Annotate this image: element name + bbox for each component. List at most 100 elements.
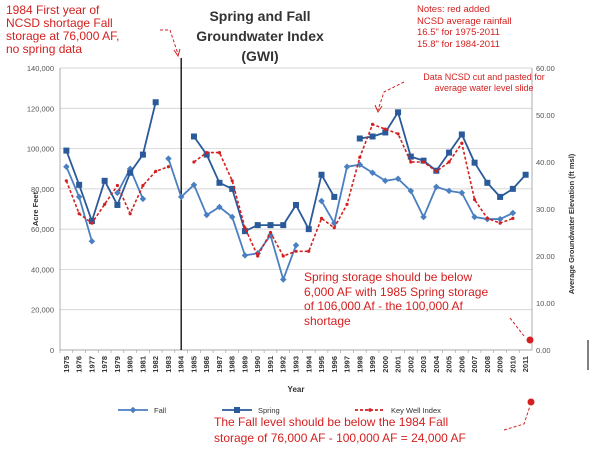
key-well-index-point (166, 165, 171, 169)
spring-target-point (526, 336, 534, 344)
spring-point (446, 149, 453, 156)
key-well-index-point (192, 160, 196, 164)
key-well-index-point (511, 216, 515, 220)
spring-point (305, 226, 312, 233)
x-tick-label: 2005 (445, 356, 454, 373)
spring-point (63, 147, 70, 154)
x-tick-label: 1978 (100, 356, 109, 373)
fall-note-line: The Fall level should be below the 1984 … (214, 415, 449, 429)
key-well-index-point (205, 151, 209, 155)
spring-point (471, 159, 478, 166)
fall-point (190, 181, 198, 189)
legend-label: Fall (154, 406, 166, 415)
spring-point (407, 153, 414, 160)
legend-marker (234, 407, 240, 413)
spring-point (139, 151, 146, 158)
x-tick-label: 2003 (419, 356, 428, 373)
legend-label: Key Well Index (391, 406, 441, 415)
spring-point (114, 201, 121, 208)
data-note-line: average water level slide (434, 83, 534, 93)
spring-point (331, 193, 338, 200)
x-tick-label: 1993 (292, 356, 301, 373)
x-tick-label: 1999 (368, 356, 377, 373)
fall-point (394, 175, 402, 183)
x-tick-label: 1998 (355, 356, 364, 373)
spring-note-line: of 106,000 Af - the 100,000 Af (304, 299, 463, 313)
spring-point (88, 218, 95, 225)
spring-point (127, 169, 134, 176)
key-well-index-point (332, 226, 336, 230)
key-well-index-point (358, 155, 362, 159)
key-well-index-point (409, 160, 413, 164)
fall-point (88, 237, 96, 245)
key-well-index-point (421, 160, 426, 164)
notes-annotation: Notes: red added NCSD average rainfall 1… (417, 4, 512, 50)
fall-annotation: The Fall level should be below the 1984 … (214, 414, 466, 446)
y2-axis-title: Average Groundwater Elevation (ft msl) (567, 153, 576, 294)
x-tick-label: 1980 (126, 356, 135, 373)
x-tick-label: 1982 (151, 356, 160, 373)
fall-point (471, 213, 478, 221)
x-tick-label: 2002 (406, 356, 415, 373)
legend-marker (368, 408, 372, 412)
fall-point (216, 203, 223, 211)
x-tick-label: 1991 (266, 356, 275, 373)
fall-point (509, 209, 517, 217)
annotation-1984-line: no spring data (6, 42, 83, 56)
key-well-index-point (243, 226, 247, 230)
x-tick-label: 2011 (521, 356, 530, 372)
x-tick-label: 2006 (457, 356, 466, 373)
y2-tick-label: 10.00 (536, 299, 555, 308)
arrowhead (374, 104, 383, 114)
key-well-index-point (370, 122, 375, 126)
x-tick-label: 1977 (87, 356, 96, 373)
x-tick-label: 1990 (253, 356, 262, 373)
legend-label: Spring (258, 406, 280, 415)
fall-point (279, 276, 287, 283)
annotation-arrow-1984 (160, 29, 179, 55)
key-well-index-point (319, 216, 324, 220)
x-tick-label: 2009 (496, 356, 505, 373)
key-well-index-point (383, 127, 387, 131)
annotation-1984-line: 1984 First year of (6, 3, 100, 17)
spring-annotation: Spring storage should be below 6,000 AF … (304, 270, 488, 328)
spring-point (356, 135, 363, 142)
fall-point (407, 187, 415, 195)
key-well-index-point (217, 151, 222, 155)
fall-point (177, 193, 185, 201)
fall-line (320, 163, 514, 226)
fall-point (420, 213, 427, 221)
title-line-2: Groundwater Index (196, 28, 324, 44)
x-tick-label: 2000 (381, 356, 390, 373)
notes-line: 16.5" for 1975-2011 (417, 27, 500, 38)
x-tick-label: 1992 (279, 356, 288, 373)
fall-point (165, 155, 172, 162)
fall-point (75, 193, 83, 201)
x-tick-label: 1996 (330, 356, 339, 373)
spring-point (190, 133, 197, 140)
x-tick-label: 1976 (75, 356, 84, 373)
y-tick-label: 80,000 (31, 185, 54, 194)
fall-point (63, 163, 70, 170)
y2-tick-label: 50.00 (536, 111, 555, 120)
key-well-index-point (268, 230, 273, 235)
spring-line (193, 135, 336, 233)
x-tick-label: 1986 (202, 356, 211, 373)
arrowhead (173, 48, 181, 58)
y-tick-label: 100,000 (27, 145, 54, 154)
x-tick-label: 1997 (343, 356, 352, 373)
spring-point (280, 222, 287, 229)
notes-line: 15.8" for 1984-2011 (417, 38, 500, 50)
key-well-index-point (345, 202, 349, 206)
annotation-1984-line: NCSD shortage Fall (6, 16, 113, 30)
chart-title: Spring and Fall Groundwater Index (GWI) (195, 6, 325, 66)
y-tick-label: 40,000 (31, 265, 54, 274)
spring-point (382, 129, 389, 136)
spring-point (241, 228, 248, 235)
spring-note-line: Spring storage should be below (304, 270, 473, 284)
key-well-index-point (141, 183, 145, 188)
y-tick-label: 20,000 (31, 306, 54, 315)
fall-point (228, 213, 236, 221)
x-tick-label: 1994 (304, 355, 313, 373)
spring-point (254, 222, 261, 229)
